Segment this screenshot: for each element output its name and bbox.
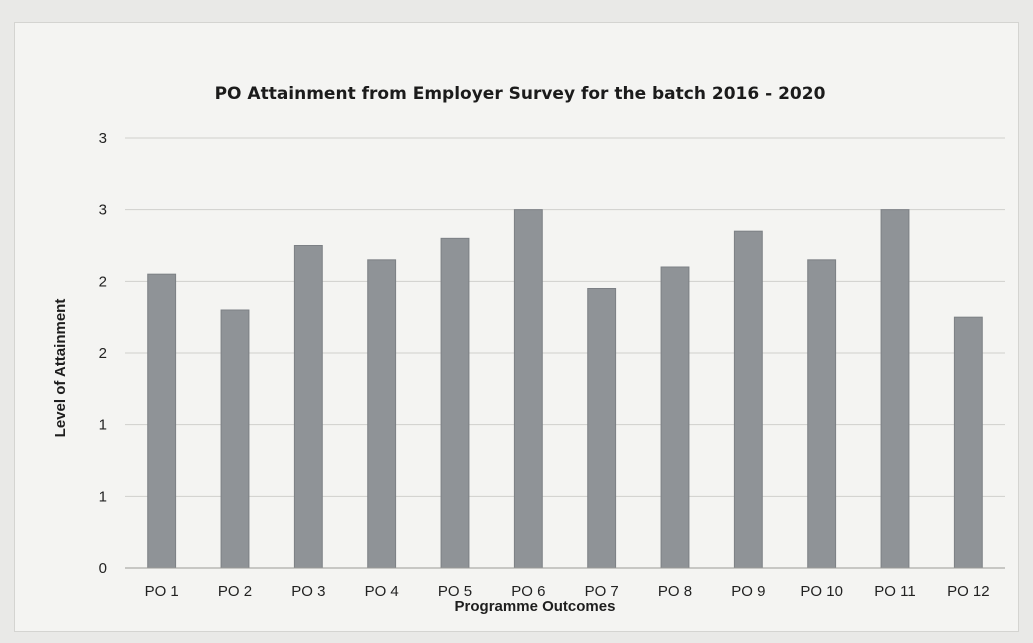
x-tick-label: PO 9: [731, 583, 765, 600]
y-tick-label: 2: [99, 345, 107, 362]
x-tick-label: PO 1: [145, 583, 179, 600]
x-tick-label: PO 6: [511, 583, 545, 600]
y-tick-label: 3: [99, 130, 107, 147]
bar: [953, 316, 983, 569]
x-tick-label: PO 12: [947, 583, 990, 600]
y-tick-label: 1: [99, 488, 107, 505]
bars: [147, 209, 983, 569]
y-tick-label: 0: [99, 560, 107, 577]
x-tick-label: PO 5: [438, 583, 472, 600]
x-axis-ticks: PO 1 PO 2 PO 3 PO 4 PO 5 PO 6 PO 7 PO 8 PO 9 PO 1…: [145, 583, 990, 600]
x-tick-label: PO 10: [800, 583, 843, 600]
bar: [440, 237, 470, 569]
y-tick-label: 2: [99, 273, 107, 290]
bar: [733, 230, 763, 569]
y-axis-title: Level of Attainment: [52, 299, 69, 438]
bar-chart: PO Attainment from Employer Survey for t…: [52, 84, 1005, 615]
bar: [880, 209, 910, 569]
bar: [293, 245, 323, 569]
bar: [660, 266, 690, 569]
x-axis-title: Programme Outcomes: [455, 598, 616, 615]
chart-title: PO Attainment from Employer Survey for t…: [215, 84, 826, 104]
bar: [367, 259, 397, 569]
bar: [220, 309, 250, 569]
bar: [807, 259, 837, 569]
x-tick-label: PO 2: [218, 583, 252, 600]
x-tick-label: PO 8: [658, 583, 692, 600]
x-tick-label: PO 4: [365, 583, 399, 600]
y-tick-label: 3: [99, 202, 107, 219]
bar: [587, 288, 617, 569]
gridlines: [125, 137, 1005, 497]
x-tick-label: PO 11: [874, 583, 915, 600]
chart-frame: PO Attainment from Employer Survey for t…: [14, 22, 1019, 632]
y-tick-label: 1: [99, 417, 107, 434]
bar: [513, 209, 543, 569]
bar: [147, 273, 177, 569]
x-tick-label: PO 3: [291, 583, 325, 600]
x-tick-label: PO 7: [585, 583, 619, 600]
y-axis-ticks: 0 1 1 2 2 3 3: [99, 130, 107, 577]
